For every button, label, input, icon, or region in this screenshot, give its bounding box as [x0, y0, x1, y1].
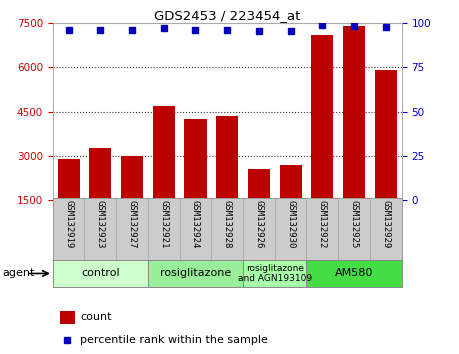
Text: GSM132924: GSM132924 [191, 200, 200, 249]
Bar [121, 156, 143, 244]
Text: rosiglitazone: rosiglitazone [160, 268, 231, 279]
FancyBboxPatch shape [243, 260, 307, 287]
Text: GSM132922: GSM132922 [318, 200, 327, 249]
Text: rosiglitazone
and AGN193109: rosiglitazone and AGN193109 [238, 264, 312, 283]
FancyBboxPatch shape [53, 260, 148, 287]
Bar [185, 119, 207, 244]
Text: GSM132930: GSM132930 [286, 200, 295, 249]
Text: GSM132925: GSM132925 [350, 200, 358, 249]
Text: GSM132921: GSM132921 [159, 200, 168, 249]
Bar [311, 35, 333, 244]
Text: agent: agent [2, 268, 35, 278]
Text: GSM132929: GSM132929 [381, 200, 390, 249]
Text: AM580: AM580 [335, 268, 373, 279]
Text: GSM132919: GSM132919 [64, 200, 73, 249]
Text: GSM132927: GSM132927 [128, 200, 137, 249]
Text: control: control [81, 268, 120, 279]
Bar [280, 165, 302, 244]
Bar [248, 169, 270, 244]
FancyBboxPatch shape [148, 260, 243, 287]
Bar [60, 311, 75, 324]
Text: GSM132923: GSM132923 [96, 200, 105, 249]
Title: GDS2453 / 223454_at: GDS2453 / 223454_at [154, 9, 300, 22]
Bar [153, 105, 175, 244]
Bar [89, 148, 112, 244]
Text: GSM132928: GSM132928 [223, 200, 232, 249]
Text: GSM132926: GSM132926 [254, 200, 263, 249]
Bar [343, 26, 365, 244]
Bar [216, 116, 238, 244]
Text: percentile rank within the sample: percentile rank within the sample [80, 335, 268, 346]
Text: count: count [80, 312, 112, 322]
Bar [57, 159, 80, 244]
Bar [375, 70, 397, 244]
FancyBboxPatch shape [307, 260, 402, 287]
